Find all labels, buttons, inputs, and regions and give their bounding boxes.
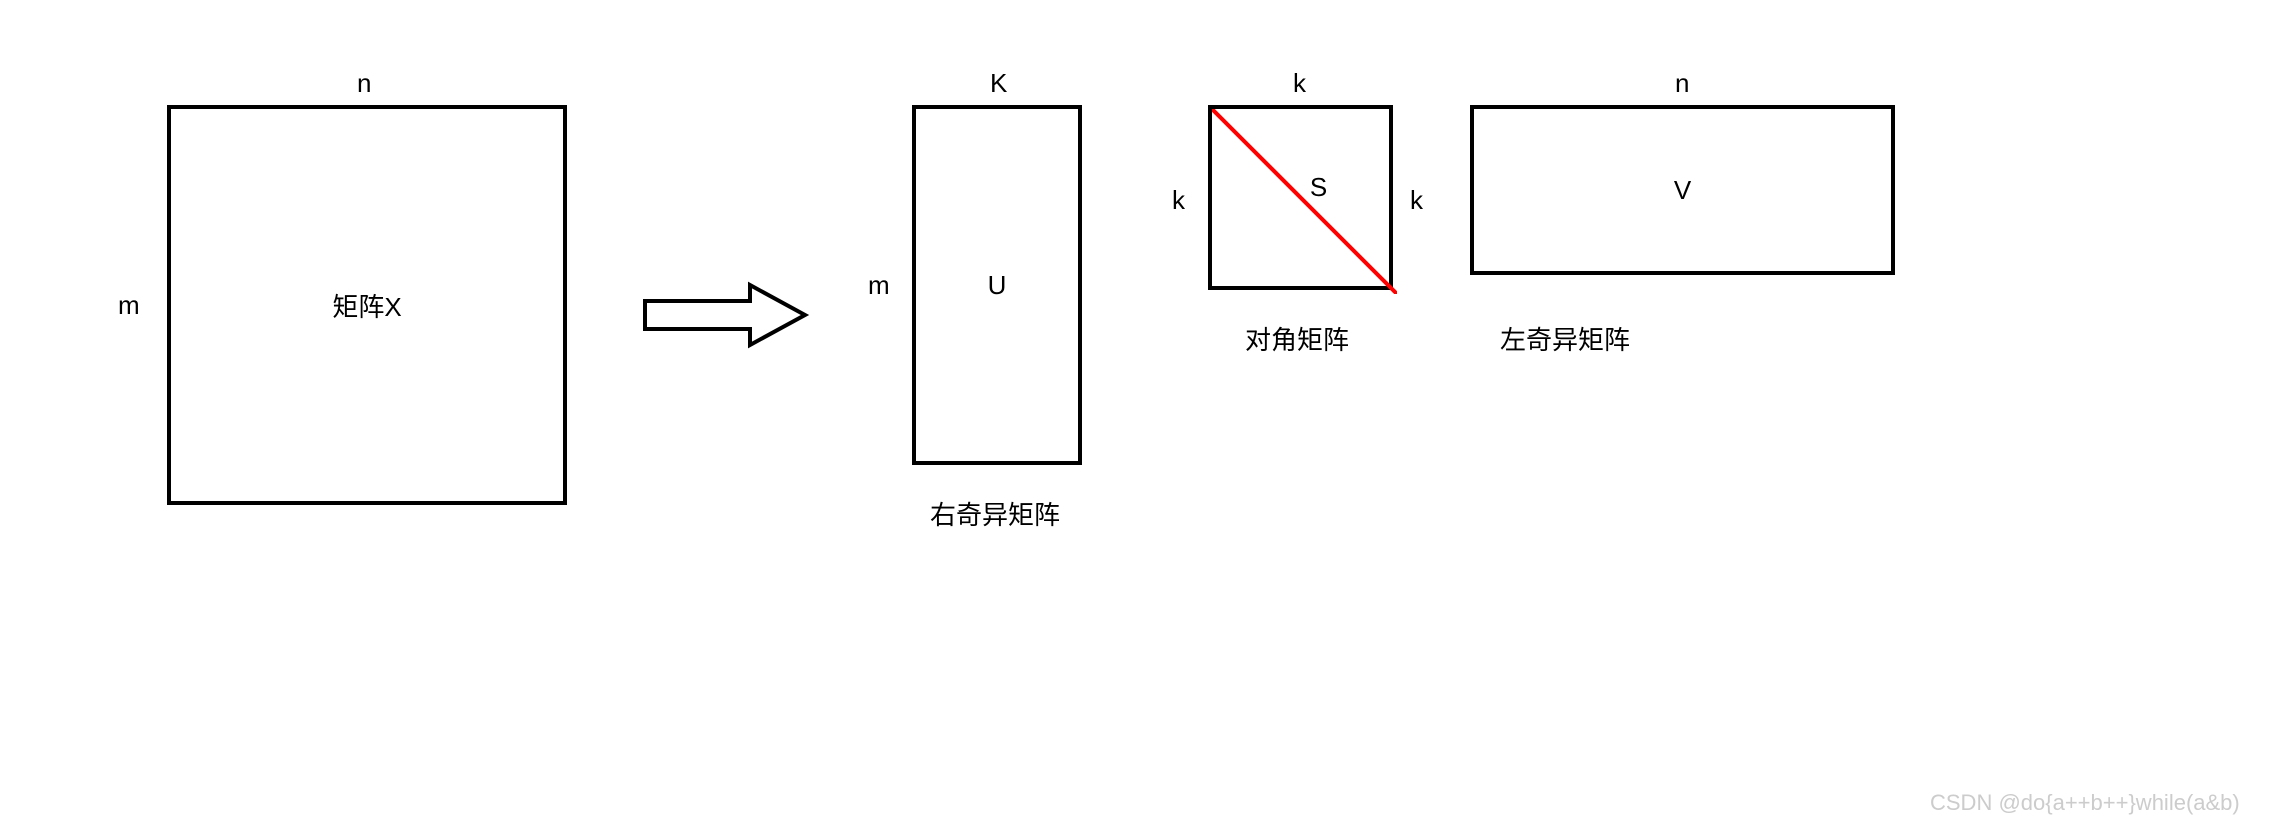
- matrix-v-caption: 左奇异矩阵: [1500, 320, 1630, 357]
- arrow-icon: [640, 275, 810, 355]
- matrix-x-box: 矩阵X: [167, 105, 567, 505]
- matrix-s-box: S: [1208, 105, 1393, 290]
- matrix-s-top-label: k: [1293, 68, 1306, 99]
- matrix-s-center-label: S: [1310, 172, 1327, 203]
- matrix-u-top-label: K: [990, 68, 1007, 99]
- matrix-v-top-label: n: [1675, 68, 1689, 99]
- matrix-s-left-label: k: [1172, 185, 1185, 216]
- matrix-s-diagonal: [1212, 109, 1397, 294]
- matrix-v-center-label: V: [1674, 175, 1691, 206]
- matrix-x-top-label: n: [357, 68, 371, 99]
- matrix-u-left-label: m: [868, 270, 890, 301]
- matrix-u-box: U: [912, 105, 1082, 465]
- matrix-u-caption: 右奇异矩阵: [930, 495, 1060, 532]
- watermark-text: CSDN @do{a++b++}while(a&b): [1930, 790, 2240, 816]
- matrix-s-caption: 对角矩阵: [1245, 320, 1349, 357]
- matrix-x-center-label: 矩阵X: [332, 287, 401, 324]
- matrix-s-right-label: k: [1410, 185, 1423, 216]
- matrix-u-center-label: U: [988, 270, 1007, 301]
- matrix-v-box: V: [1470, 105, 1895, 275]
- matrix-x-left-label: m: [118, 290, 140, 321]
